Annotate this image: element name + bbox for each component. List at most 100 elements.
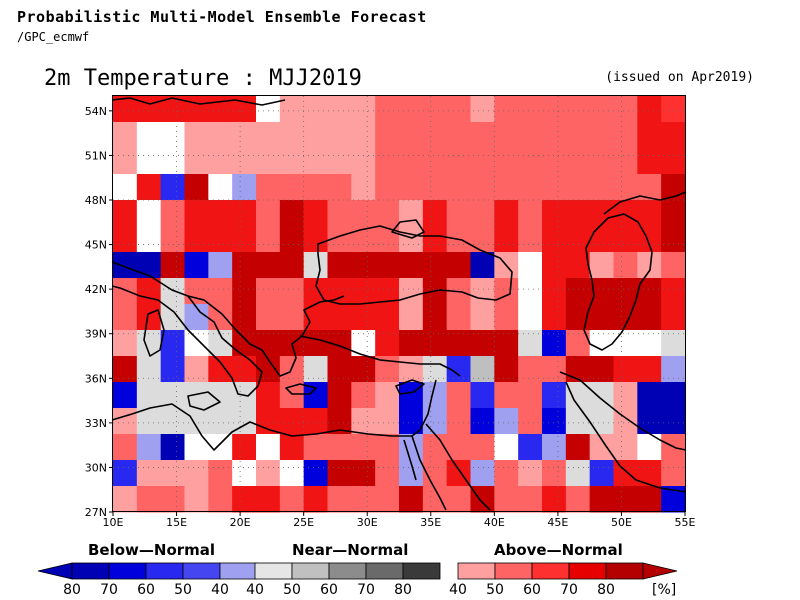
figure-title: Probabilistic Multi-Model Ensemble Forec… — [17, 8, 427, 26]
below-normal-swatch — [108, 562, 147, 580]
grid-cell — [113, 330, 138, 357]
grid-cell — [589, 304, 614, 331]
grid-cell — [422, 96, 448, 123]
grid-cell — [661, 278, 686, 305]
grid-cell — [303, 148, 328, 175]
grid-cell — [613, 174, 638, 201]
grid-cell — [160, 200, 185, 227]
x-tick-label: 30E — [357, 516, 378, 529]
above-normal-swatch — [494, 562, 533, 580]
grid-cell — [232, 434, 257, 461]
coastline-north-africa — [111, 379, 437, 451]
grid-cell — [470, 356, 495, 383]
grid-cell — [470, 460, 495, 487]
x-tick-label: 10E — [103, 516, 124, 529]
grid-cell — [470, 408, 495, 435]
grid-cell — [470, 226, 495, 253]
grid-cell — [422, 304, 448, 331]
grid-cell — [351, 122, 376, 149]
grid-cell — [279, 486, 305, 513]
grid-cell — [208, 148, 233, 175]
grid-cell — [613, 486, 638, 513]
grid-cell — [232, 356, 257, 383]
grid-cell — [160, 278, 185, 305]
y-tick-label: 27N — [85, 506, 107, 519]
grid-cell — [256, 434, 281, 461]
grid-cell — [637, 252, 662, 279]
grid-cell — [422, 200, 448, 227]
x-tick-label: 15E — [166, 516, 187, 529]
grid-cell — [351, 174, 376, 201]
grid-cell — [232, 330, 257, 357]
coastline-crimea — [391, 219, 425, 239]
above-normal-swatch — [568, 562, 607, 580]
grid-cell — [113, 382, 138, 409]
x-tick-label: 20E — [230, 516, 251, 529]
y-tick-label: 51N — [85, 149, 107, 162]
near-normal-swatch — [291, 562, 330, 580]
grid-cell — [160, 460, 185, 487]
grid-cell — [136, 460, 162, 487]
grid-cell — [613, 148, 638, 175]
grid-cell — [136, 252, 162, 279]
grid-cell — [303, 174, 328, 201]
grid-cell — [542, 330, 567, 357]
above-normal-swatch — [457, 562, 496, 580]
below-normal-arrow — [37, 562, 73, 580]
grid-cell — [589, 460, 614, 487]
below-normal-swatch — [182, 562, 221, 580]
grid-cell — [494, 434, 519, 461]
grid-cell — [565, 408, 591, 435]
grid-cell — [661, 304, 686, 331]
grid-cell — [518, 200, 543, 227]
coastline-black-sea — [315, 225, 513, 305]
graticule — [113, 96, 685, 512]
grid-cell — [661, 252, 686, 279]
grid-cell — [279, 408, 305, 435]
grid-cell — [518, 278, 543, 305]
grid-cell — [661, 408, 686, 435]
grid-cell — [208, 486, 233, 513]
grid-cell — [565, 252, 591, 279]
grid-cell — [542, 226, 567, 253]
grid-cell — [375, 252, 400, 279]
grid-cell — [494, 174, 519, 201]
grid-cell — [399, 382, 424, 409]
grid-cell — [160, 252, 185, 279]
grid-cell — [113, 486, 138, 513]
grid-cell — [446, 434, 471, 461]
coastline-italy — [111, 261, 263, 397]
grid-cell — [494, 96, 519, 123]
legend-unit: [%] — [652, 582, 676, 598]
grid-cell — [208, 174, 233, 201]
grid-cell — [589, 226, 614, 253]
grid-cell — [542, 304, 567, 331]
grid-cell — [303, 226, 328, 253]
grid-cell — [565, 96, 591, 123]
grid-cell — [565, 200, 591, 227]
x-tick-label: 35E — [420, 516, 441, 529]
grid-cell — [518, 434, 543, 461]
above-normal-tick-label: 60 — [523, 582, 541, 598]
grid-cell — [279, 304, 305, 331]
grid-cell — [399, 356, 424, 383]
grid-cell — [256, 122, 281, 149]
legend-below-normal-label: Below—Normal — [88, 541, 216, 559]
grid-cell — [446, 486, 471, 513]
near-normal-swatch — [365, 562, 404, 580]
grid-cell — [542, 278, 567, 305]
grid-cell — [542, 460, 567, 487]
grid-cell — [542, 252, 567, 279]
below-normal-swatch — [219, 562, 258, 580]
grid-cell — [208, 226, 233, 253]
grid-cell — [470, 434, 495, 461]
grid-cell — [279, 252, 305, 279]
grid-cell — [136, 486, 162, 513]
grid-cell — [184, 148, 209, 175]
grid-cell — [399, 200, 424, 227]
grid-cell — [422, 226, 448, 253]
grid-cell — [494, 460, 519, 487]
grid-cell — [446, 200, 471, 227]
grid-cell — [661, 122, 686, 149]
grid-cell — [613, 330, 638, 357]
